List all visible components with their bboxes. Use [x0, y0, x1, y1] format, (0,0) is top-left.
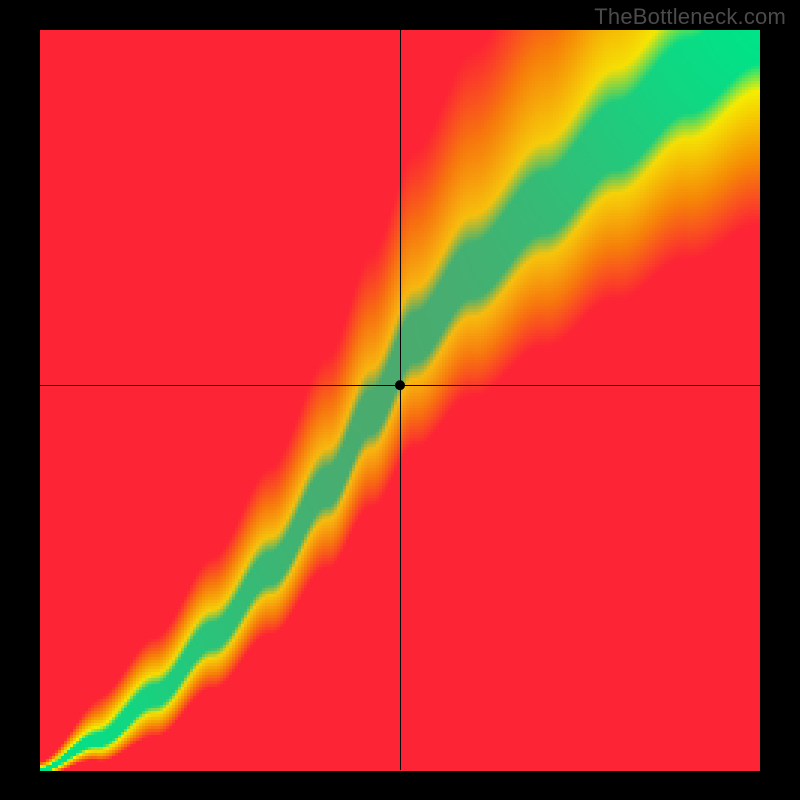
heatmap-canvas	[0, 0, 800, 800]
chart-root: TheBottleneck.com	[0, 0, 800, 800]
watermark-text: TheBottleneck.com	[594, 4, 786, 30]
